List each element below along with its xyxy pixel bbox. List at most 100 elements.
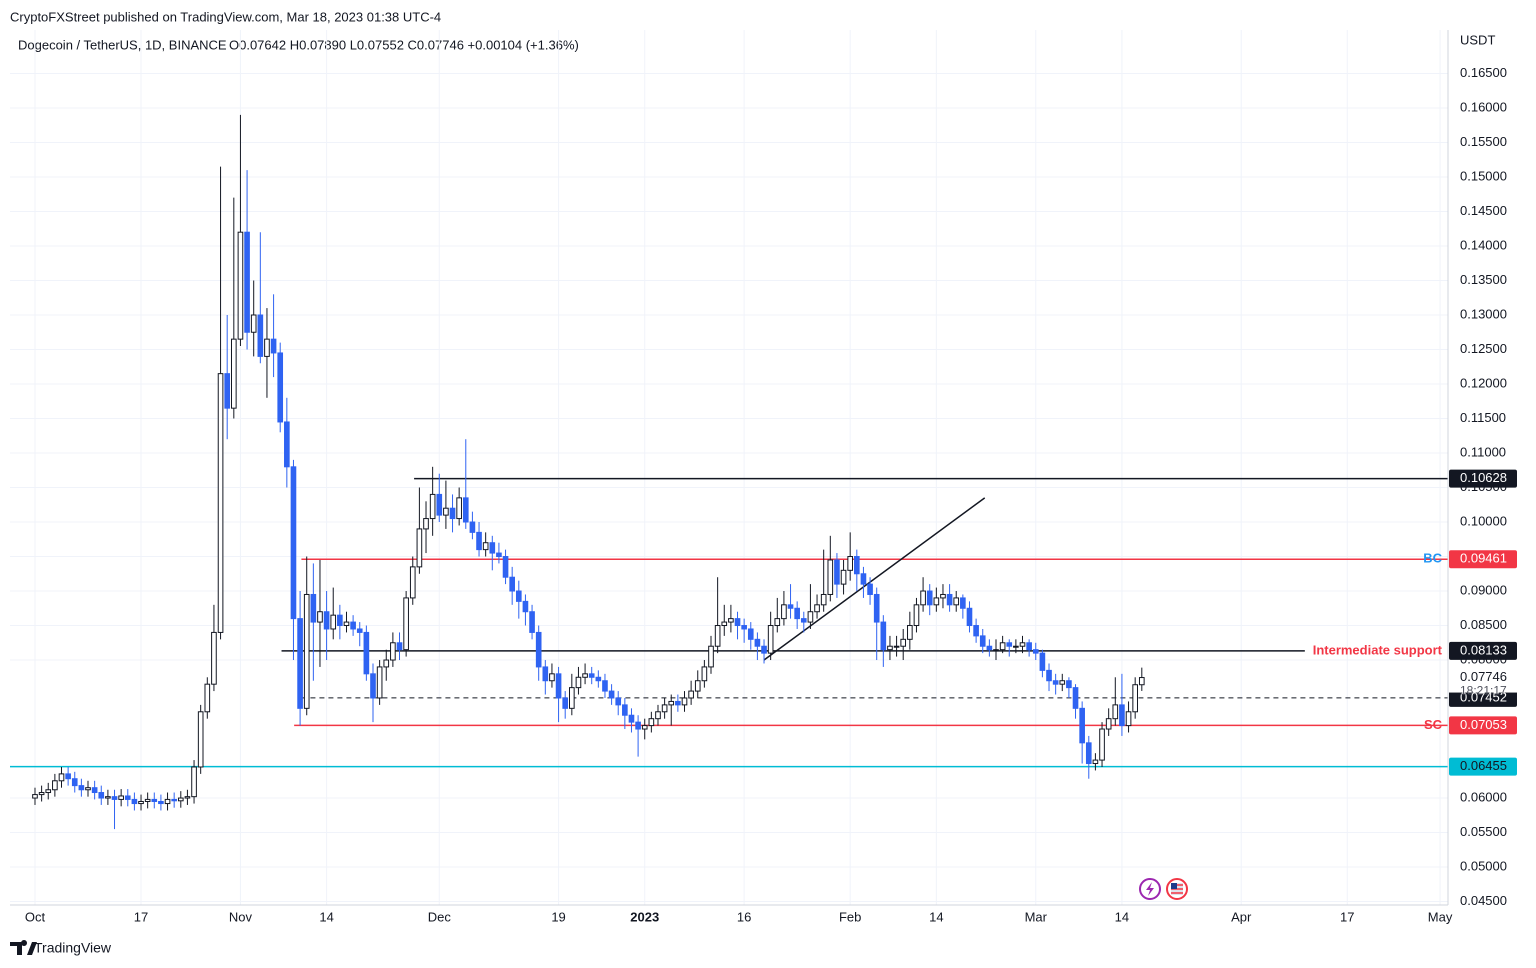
x-tick-label: 14 — [319, 909, 333, 924]
candle-body — [602, 680, 608, 692]
candle-body — [688, 690, 694, 699]
candle-body — [177, 797, 184, 802]
labels-layer: 0.10628 0.09461 BC 0.08133 Intermediate supp… — [1313, 469, 1517, 776]
candle-body — [429, 493, 436, 520]
level-price-box — [1449, 688, 1517, 707]
candle-body — [211, 631, 217, 685]
x-tick-label: Mar — [1025, 909, 1048, 924]
candle-body — [1006, 642, 1013, 647]
candle-body — [1132, 684, 1138, 713]
candle-body — [390, 642, 396, 661]
x-tick-label: Apr — [1231, 909, 1252, 924]
candle-body — [1105, 718, 1112, 730]
candle-body — [1125, 711, 1132, 727]
x-tick-label: Oct — [25, 909, 46, 924]
level-name: BC — [1423, 551, 1442, 566]
candle-body — [1013, 645, 1019, 648]
brand: TradingView — [10, 940, 112, 956]
candle-body — [337, 614, 343, 627]
candle-body — [622, 704, 628, 716]
candle-body — [1119, 704, 1125, 727]
candle-body — [628, 714, 635, 723]
candle-body — [867, 583, 873, 595]
flag-canton — [1171, 883, 1177, 889]
candle-body — [973, 625, 979, 637]
candle-body — [681, 697, 688, 706]
candle-body — [781, 604, 787, 620]
candle-body — [807, 611, 814, 623]
candle-body — [290, 466, 297, 620]
candle-body — [641, 725, 648, 730]
candle-body — [608, 690, 615, 699]
candle-body — [317, 611, 323, 623]
candle-body — [257, 314, 264, 357]
candle-body — [383, 659, 390, 668]
candle-body — [834, 559, 840, 585]
x-tick-label: Nov — [229, 909, 253, 924]
candle-body — [999, 642, 1006, 651]
candle-body — [250, 314, 257, 333]
y-tick-label: 0.14000 — [1460, 237, 1507, 252]
candle-body — [1072, 687, 1079, 709]
candle-body — [827, 559, 834, 595]
candle-body — [144, 798, 151, 802]
candle-body — [661, 704, 668, 713]
publisher-line: CryptoFXStreet published on TradingView.… — [10, 9, 441, 24]
y-tick-label: 0.11500 — [1460, 410, 1506, 425]
y-tick-label: 0.16500 — [1460, 65, 1507, 80]
ohlc-legend: O0.07642 H0.07890 L0.07552 C0.07746 +0.0… — [229, 37, 579, 52]
candle-body — [1032, 649, 1039, 654]
candle-body — [721, 621, 728, 627]
x-tick-label: 2023 — [630, 909, 659, 924]
candle-body — [761, 645, 767, 654]
candle-body — [880, 621, 887, 651]
symbol: Dogecoin / TetherUS, 1D, BINANCE — [18, 37, 227, 52]
candle-body — [105, 796, 111, 799]
candle-body — [1066, 680, 1072, 689]
candle-body — [164, 798, 171, 805]
candle-body — [482, 542, 489, 551]
candle-body — [986, 645, 993, 651]
candle-body — [1039, 652, 1046, 671]
candle-body — [297, 618, 303, 709]
candle-body — [32, 794, 38, 799]
y-tick-label: 0.12000 — [1460, 375, 1507, 390]
y-tick-label: 0.15500 — [1460, 134, 1507, 149]
event-icons[interactable] — [1139, 878, 1188, 900]
candle-body — [993, 649, 999, 652]
candle-body — [569, 687, 575, 709]
candle-body — [800, 618, 807, 623]
candle-body — [655, 711, 661, 720]
candle-body — [926, 590, 933, 606]
candle-body — [940, 593, 946, 599]
level-price-box — [1449, 550, 1517, 569]
candle-body — [701, 666, 708, 682]
y-tick-label: 0.12500 — [1460, 341, 1507, 356]
candle-body — [913, 604, 920, 627]
level-name: Intermediate support — [1313, 642, 1443, 657]
y-tick-label: 0.10000 — [1460, 513, 1507, 528]
candle-body — [111, 796, 118, 800]
candle-body — [979, 635, 986, 647]
candle-body — [423, 518, 429, 530]
level-price-box — [1449, 641, 1517, 660]
candle-body — [396, 642, 403, 651]
candle-body — [171, 798, 177, 802]
x-tick-label: 17 — [134, 909, 148, 924]
candle-body — [469, 521, 476, 533]
y-tick-label: 0.11000 — [1460, 444, 1506, 459]
candle-body — [443, 507, 449, 516]
candle-body — [230, 338, 237, 409]
candle-body — [588, 673, 595, 678]
candle-body — [1059, 680, 1066, 685]
level-price-box — [1449, 757, 1517, 776]
candle-body — [873, 593, 880, 623]
candle-body — [224, 373, 231, 409]
candle-body — [184, 796, 191, 799]
candle-body — [708, 645, 714, 668]
y-tick-label: 0.13500 — [1460, 272, 1507, 287]
candle-body — [98, 792, 105, 799]
x-tick-label: 19 — [551, 909, 565, 924]
axes-layer: 0.045000.050000.055000.060000.080000.085… — [10, 30, 1507, 924]
